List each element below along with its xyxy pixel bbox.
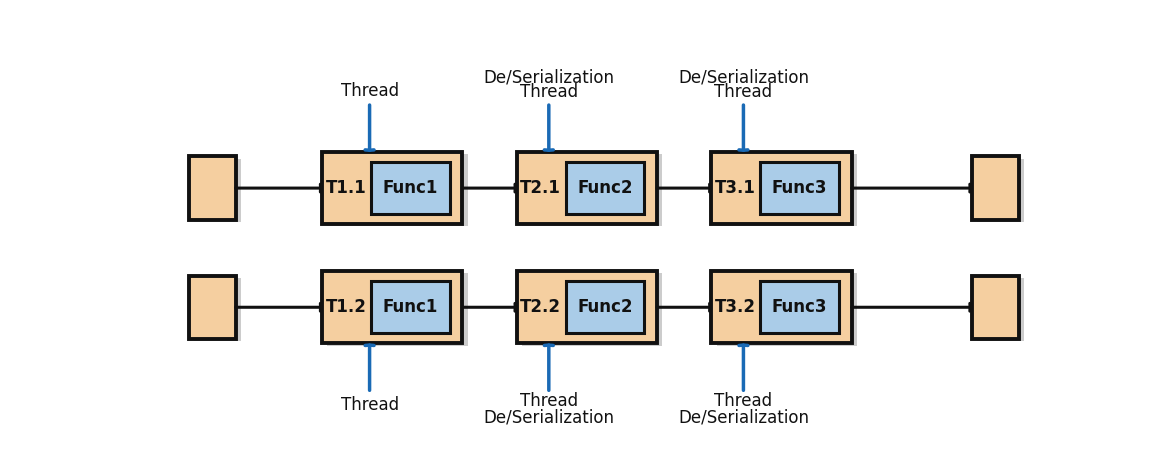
Bar	[516, 271, 656, 343]
Text: Thread: Thread	[341, 82, 398, 99]
Bar	[760, 281, 839, 333]
Text: Func2: Func2	[577, 179, 633, 197]
Text: Func3: Func3	[772, 298, 827, 316]
Bar	[194, 278, 241, 341]
Text: T1.1: T1.1	[326, 179, 367, 197]
Bar	[322, 152, 463, 224]
Text: T1.2: T1.2	[326, 298, 367, 316]
Bar	[522, 273, 662, 346]
Bar	[760, 162, 839, 214]
Bar	[516, 152, 656, 224]
Bar	[717, 273, 857, 346]
Text: T2.1: T2.1	[520, 179, 561, 197]
Text: Func3: Func3	[772, 179, 827, 197]
Bar	[188, 276, 236, 339]
Bar	[371, 281, 450, 333]
Bar	[972, 276, 1018, 339]
Text: De/Serialization: De/Serialization	[484, 69, 614, 87]
Bar	[327, 273, 468, 346]
Bar	[565, 281, 645, 333]
Bar	[194, 159, 241, 222]
Bar	[565, 162, 645, 214]
Text: Func1: Func1	[383, 298, 438, 316]
Bar	[327, 154, 468, 227]
Text: Thread: Thread	[715, 392, 772, 410]
Text: T2.2: T2.2	[520, 298, 561, 316]
Text: Thread: Thread	[520, 392, 578, 410]
Text: De/Serialization: De/Serialization	[677, 69, 809, 87]
Text: De/Serialization: De/Serialization	[677, 408, 809, 426]
Text: De/Serialization: De/Serialization	[484, 408, 614, 426]
Text: Func1: Func1	[383, 179, 438, 197]
Bar	[188, 157, 236, 219]
Bar	[522, 154, 662, 227]
Text: Thread: Thread	[341, 396, 398, 414]
Text: Func2: Func2	[577, 298, 633, 316]
Bar	[972, 157, 1018, 219]
Bar	[711, 271, 851, 343]
Bar	[976, 278, 1024, 341]
Text: Thread: Thread	[520, 83, 578, 101]
Bar	[371, 162, 450, 214]
Bar	[322, 271, 463, 343]
Text: Thread: Thread	[715, 83, 772, 101]
Text: T3.1: T3.1	[715, 179, 756, 197]
Bar	[976, 159, 1024, 222]
Bar	[711, 152, 851, 224]
Bar	[717, 154, 857, 227]
Text: T3.2: T3.2	[715, 298, 756, 316]
